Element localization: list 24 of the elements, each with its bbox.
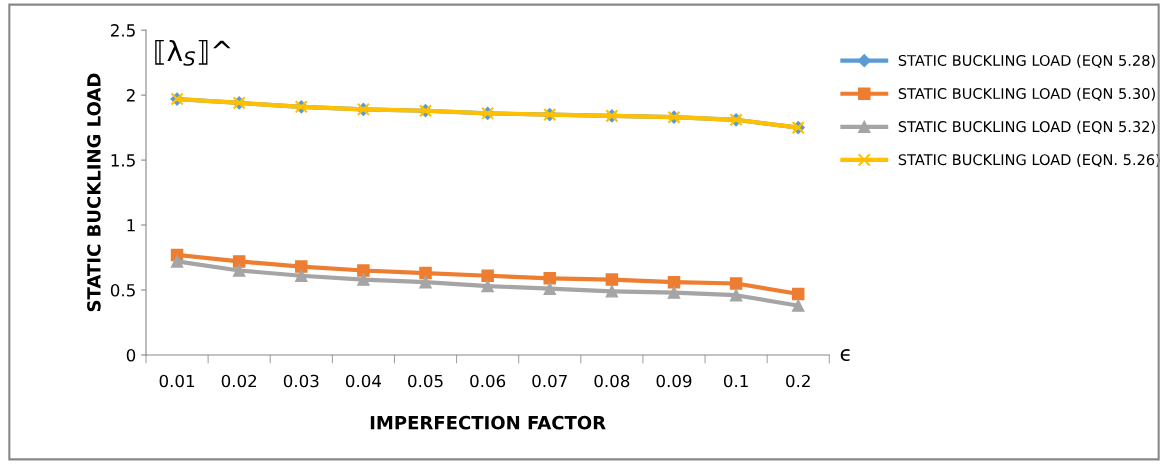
x-tick-label: 0.07: [532, 374, 567, 388]
x-tick-label: 0.09: [656, 374, 692, 388]
legend-label: STATIC BUCKLING LOAD (EQN 5.30): [898, 87, 1155, 101]
x-tick-label: 0.05: [408, 374, 443, 388]
x-tick-label: 0.04: [345, 374, 382, 388]
legend-label: STATIC BUCKLING LOAD (EQN 5.32): [898, 120, 1155, 134]
y-axis-title: STATIC BUCKLING LOAD: [87, 73, 101, 312]
y-tick-label: 1.5: [111, 154, 135, 167]
x-tick-label: 0.2: [786, 374, 810, 388]
y-tick-label: 0.5: [110, 283, 135, 297]
x-tick-label: 0.02: [221, 374, 257, 388]
x-tick-label: 0.03: [283, 374, 319, 388]
x-tick-label: 0.08: [594, 374, 630, 388]
x-tick-label: 0.1: [723, 374, 748, 388]
y-tick-label: 0: [126, 348, 136, 362]
x-tick-label: 0.01: [159, 374, 195, 388]
y-tick-label: 2: [126, 89, 135, 102]
y-tick-label: 1: [127, 219, 135, 232]
annotation: ⟦λ$_{S}$⟧^: [155, 39, 231, 66]
text: ϵ: [840, 349, 850, 361]
x-axis-title: IMPERFECTION FACTOR: [370, 415, 606, 430]
y-tick-label: 2.5: [110, 24, 135, 37]
x-tick-label: 0.06: [470, 374, 506, 388]
legend-label: STATIC BUCKLING LOAD (EQN 5.28): [898, 54, 1155, 68]
